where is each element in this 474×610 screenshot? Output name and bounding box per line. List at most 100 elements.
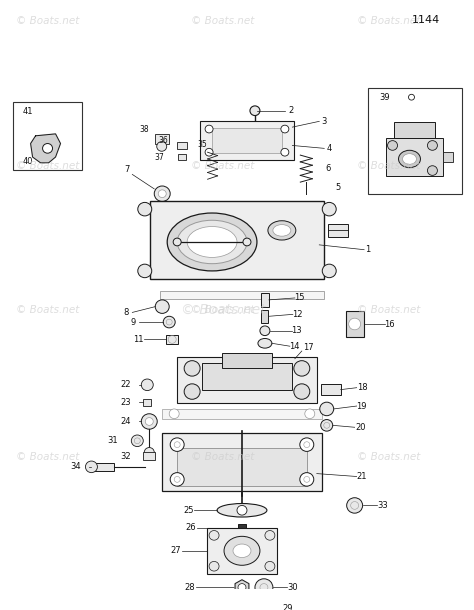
Ellipse shape — [273, 224, 291, 236]
Bar — [262, 309, 268, 323]
Circle shape — [43, 143, 53, 153]
Circle shape — [155, 300, 169, 314]
Ellipse shape — [258, 339, 272, 348]
Text: 17: 17 — [303, 343, 314, 352]
Circle shape — [205, 148, 213, 156]
Text: 7: 7 — [125, 165, 130, 174]
Ellipse shape — [177, 220, 247, 264]
Text: 37: 37 — [155, 152, 164, 162]
Bar — [177, 142, 187, 149]
Bar — [385, 138, 443, 176]
Circle shape — [138, 264, 152, 278]
Polygon shape — [236, 602, 248, 610]
Bar — [443, 152, 453, 162]
Bar — [202, 362, 292, 390]
Circle shape — [163, 316, 175, 328]
Circle shape — [409, 95, 414, 100]
Circle shape — [321, 420, 333, 431]
Text: 12: 12 — [292, 310, 303, 319]
Text: 25: 25 — [183, 506, 193, 515]
Circle shape — [322, 203, 336, 216]
Ellipse shape — [268, 221, 296, 240]
Bar — [207, 528, 277, 574]
Circle shape — [349, 318, 361, 330]
Circle shape — [205, 125, 213, 133]
Text: © Boats.net: © Boats.net — [181, 303, 265, 317]
Circle shape — [300, 473, 314, 486]
Text: 36: 36 — [159, 136, 169, 145]
Circle shape — [184, 361, 200, 376]
Circle shape — [173, 238, 181, 246]
Circle shape — [320, 402, 334, 415]
Bar — [13, 102, 82, 170]
Text: 31: 31 — [107, 436, 118, 445]
Polygon shape — [31, 134, 61, 163]
Text: © Boats.net: © Boats.net — [191, 305, 255, 315]
Text: © Boats.net: © Boats.net — [356, 305, 420, 315]
Text: 41: 41 — [22, 107, 33, 116]
Text: 38: 38 — [139, 124, 148, 134]
Text: 23: 23 — [120, 398, 131, 407]
Circle shape — [428, 166, 438, 176]
Text: 8: 8 — [124, 308, 129, 317]
Bar — [162, 433, 322, 491]
Text: 28: 28 — [185, 583, 195, 592]
Circle shape — [265, 561, 275, 571]
Bar — [178, 154, 186, 160]
Bar — [200, 121, 294, 160]
Ellipse shape — [399, 150, 420, 168]
Circle shape — [239, 606, 245, 610]
Bar — [160, 291, 324, 299]
Circle shape — [243, 238, 251, 246]
Bar — [162, 409, 322, 418]
Text: 30: 30 — [288, 583, 298, 592]
Text: © Boats.net: © Boats.net — [356, 452, 420, 462]
Circle shape — [154, 186, 170, 201]
Circle shape — [346, 498, 363, 513]
Text: 24: 24 — [120, 417, 130, 426]
Bar — [212, 128, 282, 153]
Circle shape — [322, 264, 336, 278]
Text: 15: 15 — [294, 293, 305, 303]
Text: 27: 27 — [171, 547, 182, 555]
Text: 35: 35 — [198, 140, 208, 149]
Text: 29: 29 — [283, 605, 293, 610]
Text: 4: 4 — [327, 144, 332, 153]
Circle shape — [170, 473, 184, 486]
Circle shape — [260, 326, 270, 336]
Circle shape — [281, 125, 289, 133]
Text: © Boats.net: © Boats.net — [16, 160, 80, 171]
Bar — [177, 357, 317, 403]
Text: 14: 14 — [290, 342, 300, 351]
Text: 1144: 1144 — [412, 15, 440, 26]
Text: 22: 22 — [120, 380, 130, 389]
Text: 5: 5 — [336, 184, 341, 192]
Text: © Boats.net: © Boats.net — [191, 16, 255, 26]
Circle shape — [294, 361, 310, 376]
Bar — [177, 448, 307, 486]
Bar — [346, 312, 364, 337]
Bar — [321, 384, 341, 395]
Circle shape — [265, 531, 275, 540]
Text: © Boats.net: © Boats.net — [191, 160, 255, 171]
Bar — [92, 463, 114, 471]
Bar — [155, 134, 169, 143]
Circle shape — [85, 461, 98, 473]
Ellipse shape — [233, 544, 251, 558]
Text: 11: 11 — [133, 335, 144, 344]
Polygon shape — [235, 580, 249, 595]
Circle shape — [184, 384, 200, 400]
Text: 32: 32 — [120, 452, 131, 461]
Circle shape — [145, 418, 153, 425]
Bar — [150, 201, 324, 279]
Bar — [143, 453, 155, 460]
Text: 3: 3 — [321, 117, 327, 126]
Text: © Boats.net: © Boats.net — [356, 16, 420, 26]
Text: © Boats.net: © Boats.net — [191, 452, 255, 462]
Circle shape — [144, 448, 154, 457]
Text: 18: 18 — [357, 383, 368, 392]
Text: 26: 26 — [186, 523, 196, 532]
Circle shape — [131, 435, 143, 447]
Ellipse shape — [187, 226, 237, 257]
Bar — [166, 335, 178, 344]
